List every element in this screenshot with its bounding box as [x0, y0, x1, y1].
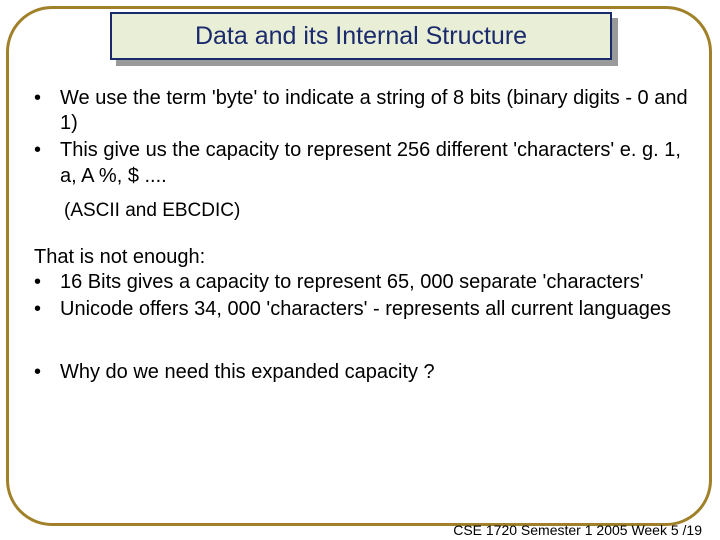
- bullet-mark: •: [34, 138, 60, 188]
- paragraph-lead: That is not enough:: [34, 245, 690, 270]
- bullet-item: • Unicode offers 34, 000 'characters' - …: [34, 297, 690, 322]
- bullet-item: • We use the term 'byte' to indicate a s…: [34, 86, 690, 136]
- bullet-mark: •: [34, 270, 60, 295]
- bullet-text: This give us the capacity to represent 2…: [60, 138, 690, 188]
- note-text: (ASCII and EBCDIC): [64, 199, 690, 223]
- bullet-text: 16 Bits gives a capacity to represent 65…: [60, 270, 690, 295]
- slide-footer: CSE 1720 Semester 1 2005 Week 5 /19: [453, 522, 702, 538]
- bullet-item: • This give us the capacity to represent…: [34, 138, 690, 188]
- bullet-mark: •: [34, 360, 60, 385]
- bullet-text: Unicode offers 34, 000 'characters' - re…: [60, 297, 690, 322]
- bullet-mark: •: [34, 297, 60, 322]
- title-box: Data and its Internal Structure: [110, 12, 612, 60]
- bullet-text: We use the term 'byte' to indicate a str…: [60, 86, 690, 136]
- bullet-item: • 16 Bits gives a capacity to represent …: [34, 270, 690, 295]
- bullet-mark: •: [34, 86, 60, 136]
- slide-body: • We use the term 'byte' to indicate a s…: [34, 86, 690, 387]
- slide-title: Data and its Internal Structure: [195, 22, 527, 51]
- bullet-item: • Why do we need this expanded capacity …: [34, 360, 690, 385]
- bullet-text: Why do we need this expanded capacity ?: [60, 360, 690, 385]
